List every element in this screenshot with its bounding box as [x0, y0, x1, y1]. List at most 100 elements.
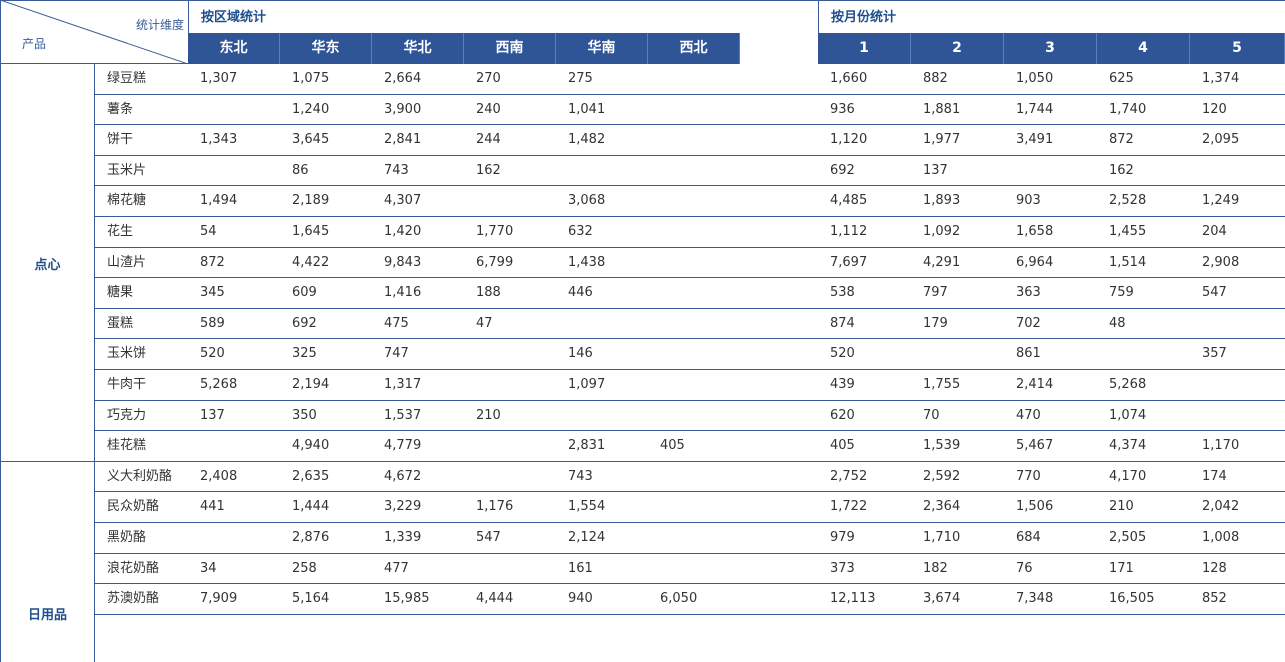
region-value-cell: 1,097	[568, 377, 606, 392]
month-value-cell: 1,092	[923, 224, 961, 239]
region-value-cell: 1,317	[384, 377, 422, 392]
month-value-cell: 1,722	[830, 499, 868, 515]
region-value-cell: 1,444	[292, 499, 330, 515]
table-row: 玉米片 86 743 162 692 137 162	[95, 156, 1285, 187]
region-value-cell: 137	[200, 407, 225, 423]
table-row: 棉花糖 1,494 2,189 4,307 3,068 4,485 1,893 903 2,52…	[95, 186, 1285, 217]
month-value-cell: 405	[830, 438, 855, 454]
month-value-cell: 12,113	[830, 591, 876, 607]
region-value-cell	[556, 401, 648, 431]
month-value-cell: 2,364	[923, 499, 961, 515]
month-value-cell	[1004, 156, 1097, 186]
month-value-cell: 1,660	[830, 71, 868, 86]
table-row: 山渣片 872 4,422 9,843 6,799 1,438 7,697 4,291 6,96…	[95, 248, 1285, 279]
month-value-cell	[1097, 339, 1190, 369]
region-value-cell	[464, 370, 556, 400]
region-value-cell: 1,482	[568, 132, 606, 148]
table-row: 苏澳奶酪 7,909 5,164 15,985 4,444 940 6,050 12,113 3…	[95, 584, 1285, 615]
column-header-month: 5	[1190, 33, 1285, 64]
month-value-cell: 903	[1016, 193, 1041, 209]
region-value-cell: 2,194	[292, 377, 330, 392]
month-value-cell: 2,505	[1109, 530, 1147, 545]
month-value-cell: 702	[1016, 315, 1041, 331]
region-value-cell: 1,343	[200, 132, 238, 148]
region-value-cell: 692	[292, 315, 317, 331]
month-value-cell: 171	[1109, 560, 1134, 576]
product-name-cell: 蛋糕	[107, 315, 134, 331]
region-value-cell	[648, 554, 740, 584]
region-value-cell: 5,164	[292, 591, 330, 607]
month-value-cell: 357	[1202, 346, 1227, 362]
region-value-cell: 4,672	[384, 468, 422, 484]
region-value-cell	[648, 186, 740, 216]
month-value-cell: 1,112	[830, 224, 868, 239]
month-value-cell: 872	[1109, 132, 1134, 148]
month-value-cell: 3,491	[1016, 132, 1054, 148]
region-value-cell: 47	[476, 315, 493, 331]
month-value-cell	[1190, 401, 1283, 431]
region-value-cell: 743	[568, 468, 593, 484]
month-value-cell: 120	[1202, 101, 1227, 117]
month-value-cell: 363	[1016, 285, 1041, 301]
month-group-header: 按月份统计	[818, 0, 1285, 33]
region-value-cell: 275	[568, 71, 593, 86]
region-value-cell: 162	[476, 162, 501, 178]
region-value-cell: 270	[476, 71, 501, 86]
table-row: 牛肉干 5,268 2,194 1,317 1,097 439 1,755 2,414 5,26…	[95, 370, 1285, 401]
month-value-cell: 7,348	[1016, 591, 1054, 607]
month-value-cell: 1,506	[1016, 499, 1054, 515]
region-value-cell: 2,124	[568, 530, 606, 545]
month-value-cell: 5,268	[1109, 377, 1147, 392]
month-value-cell	[911, 339, 1004, 369]
region-value-cell: 9,843	[384, 254, 422, 270]
region-value-cell: 1,416	[384, 285, 422, 301]
region-value-cell: 3,900	[384, 101, 422, 117]
region-value-cell: 609	[292, 285, 317, 301]
region-value-cell: 3,645	[292, 132, 330, 148]
month-value-cell: 1,514	[1109, 254, 1147, 270]
month-value-cell: 1,881	[923, 101, 961, 117]
month-value-cell: 874	[830, 315, 855, 331]
month-value-cell: 2,908	[1202, 254, 1240, 270]
month-value-cell: 76	[1016, 560, 1033, 576]
month-value-cell: 373	[830, 560, 855, 576]
month-value-cell: 1,710	[923, 530, 961, 545]
column-header-region: 西北	[648, 33, 740, 64]
table-row: 浪花奶酪 34 258 477 161 373 182 76 171 128	[95, 554, 1285, 585]
table-row: 桂花糕 4,940 4,779 2,831 405 405 1,539 5,467 4,374 1…	[95, 431, 1285, 462]
region-value-cell	[648, 125, 740, 155]
product-name-cell: 棉花糖	[107, 193, 147, 209]
month-value-cell: 1,755	[923, 377, 961, 392]
table-row: 黑奶酪 2,876 1,339 547 2,124 979 1,710 684 2,505 1,0…	[95, 523, 1285, 554]
region-value-cell: 188	[476, 285, 501, 301]
region-value-cell: 4,422	[292, 254, 330, 270]
region-value-cell: 15,985	[384, 591, 430, 607]
month-value-cell: 797	[923, 285, 948, 301]
region-value-cell	[556, 156, 648, 186]
region-value-cell	[188, 431, 280, 461]
product-name-cell: 黑奶酪	[107, 530, 147, 545]
table-row: 玉米饼 520 325 747 146 520 861 357	[95, 339, 1285, 370]
region-value-cell: 3,229	[384, 499, 422, 515]
region-value-cell	[648, 156, 740, 186]
region-value-cell	[648, 64, 740, 94]
region-value-cell: 547	[476, 530, 501, 545]
region-value-cell: 4,307	[384, 193, 422, 209]
region-value-cell: 940	[568, 591, 593, 607]
corner-header-cell: 统计维度 产品	[0, 0, 188, 64]
region-value-cell: 4,779	[384, 438, 422, 454]
month-value-cell: 1,249	[1202, 193, 1240, 209]
month-value-cell: 620	[830, 407, 855, 423]
month-value-cell: 2,414	[1016, 377, 1054, 392]
region-value-cell: 161	[568, 560, 593, 576]
month-value-cell: 174	[1202, 468, 1227, 484]
corner-product-label: 产品	[22, 37, 47, 51]
month-value-cell: 1,120	[830, 132, 868, 148]
region-value-cell: 872	[200, 254, 225, 270]
table-row: 饼干 1,343 3,645 2,841 244 1,482 1,120 1,977 3,491…	[95, 125, 1285, 156]
month-value-cell: 6,964	[1016, 254, 1054, 270]
region-value-cell: 1,494	[200, 193, 238, 209]
region-value-cell	[648, 309, 740, 339]
region-value-cell: 210	[476, 407, 501, 423]
region-value-cell	[188, 95, 280, 125]
